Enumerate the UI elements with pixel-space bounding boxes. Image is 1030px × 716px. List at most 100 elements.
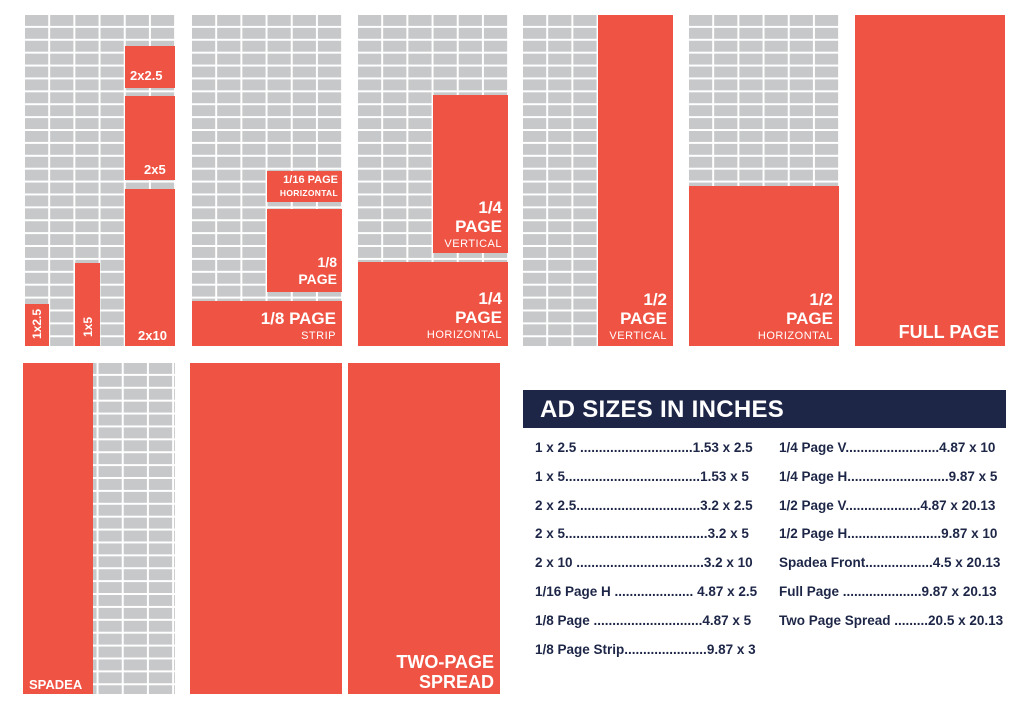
legend-row-size: 3.2 x 10 <box>703 555 753 571</box>
quarter-vertical-line3: VERTICAL <box>444 238 502 250</box>
legend-row-size: 4.87 x 20.13 <box>920 497 996 513</box>
legend-row-size: 9.87 x 10 <box>941 526 998 542</box>
legend-row-size: 9.87 x 5 <box>948 468 998 484</box>
legend-row-name: 1 x 2.5 <box>535 440 581 455</box>
legend-row-name: 1/16 Page H <box>535 583 615 599</box>
ad-quarter-page-vertical: 1/4 PAGE VERTICAL <box>433 95 508 253</box>
ad-1x5: 1x5 <box>75 263 100 346</box>
legend-row-name: 1/4 Page V <box>779 440 846 455</box>
quarter-horizontal-line2: PAGE <box>455 308 502 327</box>
sixteenth-label-line2: HORIZONTAL <box>279 188 338 198</box>
legend-right-column: 1/4 Page V.........................4.87 … <box>779 440 1005 642</box>
strip-label-line2: STRIP <box>301 330 336 342</box>
full-page-label: FULL PAGE <box>898 322 999 342</box>
legend-row: Full Page .....................9.87 x 20… <box>779 584 1005 613</box>
ad-1x2-5-label: 1x2.5 <box>30 308 44 340</box>
legend-row-size: 3.2 x 2.5 <box>700 497 753 513</box>
half-horizontal-line3: HORIZONTAL <box>757 330 833 342</box>
legend-row: 1/2 Page H.........................9.87 … <box>779 526 1005 555</box>
legend-row-leader: ......................... <box>845 440 940 455</box>
legend-row-size: 9.87 x 20.13 <box>921 583 997 599</box>
ad-quarter-page-horizontal: 1/4 PAGE HORIZONTAL <box>358 262 508 346</box>
legend-row-leader: .................... <box>845 497 921 513</box>
legend-row-leader: ...................... <box>624 641 707 657</box>
legend-row-name: 2 x 5 <box>535 526 566 542</box>
legend-row: 2 x 2.5.................................… <box>535 498 761 527</box>
ad-2x10: 2x10 <box>125 189 175 346</box>
legend-row-size: 4.87 x 5 <box>702 612 752 628</box>
legend-row-size: 9.87 x 3 <box>706 641 756 657</box>
ad-sixteenth-page-horizontal: 1/16 PAGE HORIZONTAL <box>267 171 342 202</box>
ad-1x5-label: 1x5 <box>81 316 95 338</box>
legend-left-column: 1 x 2.5 ..............................1.… <box>535 440 761 670</box>
legend-row-size: 1.53 x 5 <box>700 468 749 484</box>
legend-row-name: 1/4 Page H <box>779 468 848 484</box>
half-page-vertical-tile: 1/2 PAGE VERTICAL <box>523 15 673 346</box>
eighth-label-line1: 1/8 <box>317 254 337 270</box>
legend-row: Two Page Spread .........20.5 x 20.13 <box>779 613 1005 642</box>
legend-row-size: 4.87 x 2.5 <box>693 583 758 599</box>
legend-row: 1/2 Page V....................4.87 x 20.… <box>779 498 1005 527</box>
legend-row-name: 2 x 10 <box>535 555 577 571</box>
legend-row-name: Spadea Front <box>779 555 866 571</box>
quarter-vertical-line2: PAGE <box>455 217 502 236</box>
legend-row-size: 4.87 x 10 <box>939 440 996 455</box>
legend-row-size: 20.5 x 20.13 <box>928 612 1004 628</box>
ad-2x5-label: 2x5 <box>144 162 166 177</box>
legend-row-leader: ........................... <box>847 468 949 484</box>
ad-2x2-5: 2x2.5 <box>125 46 175 88</box>
strip-label-line1: 1/8 PAGE <box>260 309 336 328</box>
ad-spadea: SPADEA <box>23 363 93 694</box>
ad-half-page-horizontal: 1/2 PAGE HORIZONTAL <box>689 186 839 346</box>
quarter-horizontal-line1: 1/4 <box>478 289 502 308</box>
legend-row-name: 1/8 Page <box>535 612 594 628</box>
legend-row: 1/8 Page Strip......................9.87… <box>535 642 761 671</box>
quarter-horizontal-line3: HORIZONTAL <box>426 329 502 341</box>
legend-row: 1 x 5...................................… <box>535 469 761 498</box>
half-vertical-line2: PAGE <box>620 309 667 328</box>
legend-row: 1/16 Page H ..................... 4.87 x… <box>535 584 761 613</box>
legend-row-leader: .................................. <box>576 555 704 571</box>
legend-row-leader: .................................... <box>565 468 701 484</box>
legend-row-leader: .............................. <box>580 440 693 455</box>
legend-row: 1/4 Page V.........................4.87 … <box>779 440 1005 469</box>
ad-2x2-5-label: 2x2.5 <box>130 68 163 83</box>
legend-row-size: 3.2 x 5 <box>707 526 749 542</box>
sixteenth-label-line1: 1/16 PAGE <box>283 174 338 186</box>
ad-two-page-spread-right: TWO-PAGE SPREAD <box>348 363 500 694</box>
quarter-page-tile: 1/4 PAGE VERTICAL 1/4 PAGE HORIZONTAL <box>358 15 508 346</box>
legend-row-leader: ................................. <box>576 497 701 513</box>
ad-half-page-vertical: 1/2 PAGE VERTICAL <box>598 15 673 346</box>
legend-row: 1/4 Page H...........................9.8… <box>779 469 1005 498</box>
legend-row-name: 2 x 2.5 <box>535 497 577 513</box>
ad-2x5: 2x5 <box>125 96 175 180</box>
two-page-label-line2: SPREAD <box>418 672 494 692</box>
legend-row-leader: ..................... <box>842 583 922 599</box>
legend-row-name: 1/8 Page Strip <box>535 641 625 657</box>
ad-2x10-label: 2x10 <box>138 328 167 343</box>
legend-row-leader: ......................... <box>847 526 942 542</box>
ad-eighth-page-strip: 1/8 PAGE STRIP <box>192 301 342 346</box>
two-page-label-line1: TWO-PAGE <box>396 652 494 672</box>
legend-row-name: Full Page <box>779 583 843 599</box>
legend-row: 1/8 Page .............................4.… <box>535 613 761 642</box>
ad-1x2-5: 1x2.5 <box>25 304 49 346</box>
legend-row-name: Two Page Spread <box>779 612 895 628</box>
eighth-label-line2: PAGE <box>298 271 337 287</box>
legend-row-leader: ............................. <box>593 612 703 628</box>
legend-row-size: 1.53 x 2.5 <box>692 440 753 455</box>
small-ads-page: 1x2.5 1x5 2x2.5 2x5 2x10 <box>25 15 175 346</box>
legend-row-name: 1/2 Page H <box>779 526 848 542</box>
spadea-label: SPADEA <box>29 677 83 692</box>
legend-row-name: 1/2 Page V <box>779 497 846 513</box>
eighth-page-tile: 1/16 PAGE HORIZONTAL 1/8 PAGE 1/8 PAGE S… <box>192 15 342 346</box>
half-page-horizontal-tile: 1/2 PAGE HORIZONTAL <box>689 15 839 346</box>
legend-row: 1 x 2.5 ..............................1.… <box>535 440 761 469</box>
half-horizontal-line2: PAGE <box>786 309 833 328</box>
ad-full-page: FULL PAGE <box>855 15 1005 346</box>
legend-row-size: 4.5 x 20.13 <box>932 555 1001 571</box>
legend-row: Spadea Front..................4.5 x 20.1… <box>779 555 1005 584</box>
ad-eighth-page: 1/8 PAGE <box>267 209 342 292</box>
legend-row-leader: ...................................... <box>565 526 708 542</box>
ad-two-page-spread-left <box>190 363 342 694</box>
